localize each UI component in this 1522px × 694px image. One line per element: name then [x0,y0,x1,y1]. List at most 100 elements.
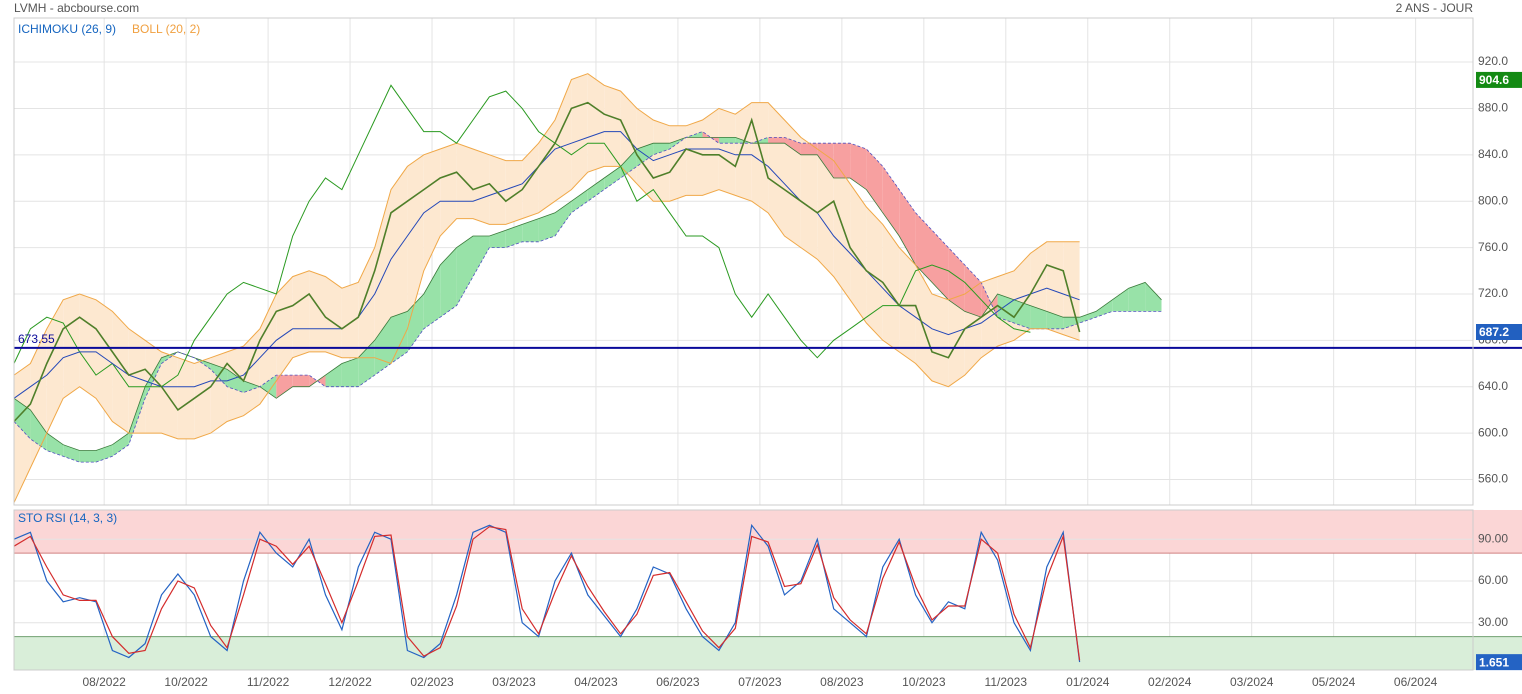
bollinger-fill [505,160,523,225]
ichimoku-cloud [259,375,277,399]
ichimoku-cloud [768,137,785,144]
ichimoku-cloud [1063,317,1080,329]
ichimoku-cloud [882,166,900,236]
bollinger-fill [555,79,572,202]
bollinger-fill [341,282,359,358]
ichimoku-cloud [833,143,851,178]
kijun-line [13,131,1080,399]
ichimoku-cloud [391,311,408,364]
panel-frame [13,17,1474,506]
bollinger-fill [653,120,670,202]
y-tick-label: 920.0 [1478,54,1508,68]
x-tick-label: 08/2023 [820,675,864,689]
ichimoku-cloud [1046,311,1064,329]
chikou-line [13,84,1031,388]
bollinger-fill [177,357,195,439]
ichimoku-cloud [571,189,588,213]
bollinger-fill [538,120,555,213]
ichimoku-cloud [1112,288,1129,312]
bollinger-fill [800,137,818,260]
ichimoku-cloud [1079,311,1096,323]
bollinger-fill [112,311,129,434]
bollinger-fill [751,102,769,213]
x-tick-label: 06/2023 [656,675,700,689]
bollinger-fill [63,294,80,399]
price-line [13,101,1081,423]
ichimoku-cloud [276,375,293,399]
bollinger-fill [686,120,703,196]
ichimoku-cloud [79,450,96,463]
bollinger-fill [866,207,883,341]
bollinger-upper [13,73,1080,376]
ichimoku-cloud [538,212,555,242]
bollinger-fill [948,294,965,387]
bollinger-fill [604,85,621,167]
bollinger-fill [702,108,719,196]
ichimoku-cloud [128,386,146,445]
bollinger-fill [161,351,178,439]
x-tick-label: 02/2023 [410,675,454,689]
x-tick-label: 03/2023 [492,675,536,689]
level-label: 673.55 [18,332,55,346]
period-label: 2 ANS - JOUR [1396,1,1474,15]
bollinger-fill [79,294,96,399]
bollinger-fill [358,247,375,358]
bollinger-lower [13,165,1080,503]
stoch-line [13,526,1081,661]
senkou-b [13,131,1162,463]
indicator-label: STO RSI (14, 3, 3) [18,511,117,525]
y-tick-label: 640.0 [1478,379,1508,393]
x-tick-label: 07/2023 [738,675,782,689]
ichimoku-cloud [358,340,375,387]
ichimoku-cloud [440,247,457,318]
bollinger-fill [309,270,326,352]
y-tick-label: 90.00 [1478,531,1508,545]
ichimoku-cloud [604,166,621,190]
ichimoku-cloud [653,143,670,155]
x-tick-label: 02/2024 [1148,675,1192,689]
ichimoku-cloud [899,189,916,265]
ichimoku-cloud [112,433,129,457]
bollinger-fill [735,102,752,202]
ichimoku-cloud [456,236,473,306]
y-tick-label: 560.0 [1478,472,1508,486]
x-tick-label: 05/2024 [1312,675,1356,689]
x-tick-label: 04/2023 [574,675,618,689]
ichimoku-cloud [718,137,736,144]
x-tick-label: 03/2024 [1230,675,1274,689]
ichimoku-cloud [784,137,801,155]
bollinger-fill [817,149,834,277]
ichimoku-cloud [423,265,441,329]
ichimoku-cloud [473,236,490,277]
x-tick-label: 11/2023 [985,675,1028,689]
bollinger-fill [571,73,588,190]
oversold-zone [14,636,1522,670]
bollinger-fill [276,276,293,381]
ichimoku-cloud [915,212,932,283]
x-tick-label: 10/2022 [164,675,208,689]
page-title: LVMH - abcbourse.com [14,1,139,15]
senkou-a [13,137,1162,451]
ichimoku-cloud [800,143,818,155]
bollinger-fill [833,160,851,300]
ichimoku-cloud [997,294,1014,323]
ichimoku-cloud [932,230,949,300]
indicator-label: BOLL (20, 2) [132,22,200,36]
ichimoku-cloud [374,317,391,376]
ichimoku-cloud [325,363,342,387]
bollinger-fill [423,149,441,271]
bollinger-fill [587,73,605,173]
y-tick-label: 840.0 [1478,147,1508,161]
last-stoch-label-box [1476,654,1522,671]
ichimoku-cloud [227,369,244,393]
ichimoku-cloud [587,178,605,202]
bollinger-fill [489,154,506,225]
ichimoku-cloud [292,375,310,387]
ichimoku-cloud [866,149,883,213]
bollinger-fill [882,224,900,352]
y-tick-label: 720.0 [1478,286,1508,300]
last-stoch-label: 1.651 [1479,655,1509,669]
panel-frame [13,509,1474,671]
bollinger-fill [1046,241,1064,335]
bollinger-fill [522,143,539,219]
